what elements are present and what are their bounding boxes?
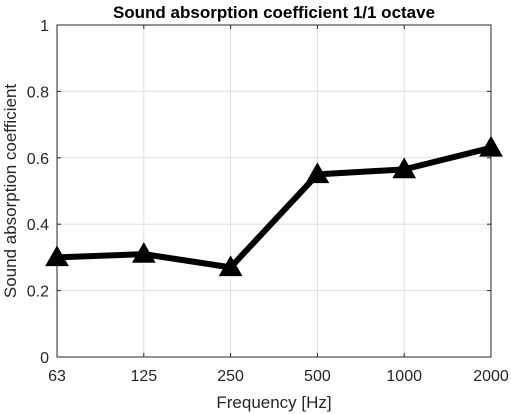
y-tick-label: 0.2 <box>27 284 49 301</box>
x-tick-label: 500 <box>304 368 331 385</box>
data-point-marker <box>131 242 156 263</box>
y-tick-label: 0.4 <box>27 217 49 234</box>
y-axis-label: Sound absorption coefficient <box>1 84 20 299</box>
data-point-marker <box>479 135 503 157</box>
x-axis-label: Frequency [Hz] <box>216 393 331 412</box>
series-group <box>45 135 503 277</box>
y-tick-label: 0.8 <box>27 84 49 101</box>
grid <box>56 24 492 358</box>
y-tick-label: 0.6 <box>27 151 49 168</box>
x-tick-label: 125 <box>130 368 157 385</box>
data-point-marker <box>218 255 243 277</box>
y-tick-label: 1 <box>40 18 49 35</box>
x-tick-label: 63 <box>48 368 66 385</box>
y-tick-label: 0 <box>40 350 49 367</box>
x-tick-label: 250 <box>217 368 244 385</box>
data-point-marker <box>45 245 69 267</box>
chart-title: Sound absorption coefficient 1/1 octave <box>113 3 435 22</box>
data-point-marker <box>305 162 330 184</box>
x-tick-label: 1000 <box>386 368 422 385</box>
x-tick-label: 2000 <box>473 368 509 385</box>
series-line <box>54 144 494 271</box>
x-tick-labels: 63 125 250 500 1000 2000 <box>48 368 509 385</box>
y-tick-labels: 0 0.2 0.4 0.6 0.8 1 <box>27 18 49 367</box>
data-point-marker <box>392 157 417 179</box>
plot-area <box>56 24 492 358</box>
ticks <box>56 24 492 358</box>
